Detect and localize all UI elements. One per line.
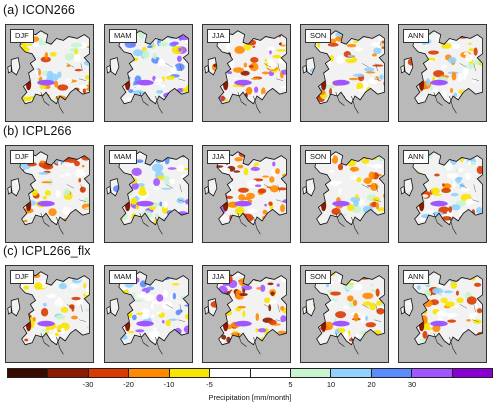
row-title: (c) ICPL266_flx: [3, 244, 91, 258]
map-panel: ANN: [398, 265, 487, 363]
map-panel: SON: [300, 145, 389, 243]
row-title: (b) ICPL266: [3, 124, 72, 138]
map-panel: DJF: [5, 265, 94, 363]
season-label: JJA: [207, 270, 230, 284]
season-label: SON: [305, 270, 332, 284]
colorbar-tick-label: 30: [407, 380, 417, 389]
season-label: ANN: [403, 150, 429, 164]
season-label: SON: [305, 29, 332, 43]
colorbar-segment: [210, 369, 251, 377]
season-label: JJA: [207, 150, 230, 164]
colorbar-segment: [48, 369, 89, 377]
europe-map: [400, 30, 483, 114]
colorbar-segment: [412, 369, 453, 377]
season-label: ANN: [403, 270, 429, 284]
colorbar-segment: [169, 369, 211, 377]
colorbar-ticks: -30 -20 -10 -5 5 10 20 30: [0, 380, 500, 390]
colorbar-tick-label: 10: [326, 380, 336, 389]
season-label: DJF: [10, 150, 34, 164]
row-title: (a) ICON266: [3, 3, 75, 17]
colorbar-tick-label: -10: [163, 380, 175, 389]
map-panel: DJF: [5, 145, 94, 243]
colorbar-segment: [8, 369, 49, 377]
season-label: SON: [305, 150, 332, 164]
europe-map: [204, 30, 287, 114]
colorbar-tick-label: -30: [82, 380, 94, 389]
colorbar-tick-label: -5: [206, 380, 213, 389]
map-panel: MAM: [104, 145, 193, 243]
map-panel: DJF: [5, 24, 94, 122]
season-label: MAM: [109, 270, 137, 284]
colorbar-segment: [250, 369, 291, 377]
colorbar: [7, 368, 493, 378]
europe-map: [7, 271, 90, 355]
map-panel: JJA: [202, 24, 291, 122]
colorbar-tick-label: 20: [367, 380, 376, 389]
colorbar-segment: [452, 369, 493, 377]
map-panel: JJA: [202, 145, 291, 243]
colorbar-label: Precipitation [mm/month]: [208, 393, 292, 402]
colorbar-tick-label: 5: [288, 380, 293, 389]
season-label: MAM: [109, 150, 137, 164]
map-panel: ANN: [398, 145, 487, 243]
season-label: MAM: [109, 29, 137, 43]
season-label: DJF: [10, 270, 34, 284]
map-panel: JJA: [202, 265, 291, 363]
map-panel: SON: [300, 24, 389, 122]
season-label: DJF: [10, 29, 34, 43]
map-panel: MAM: [104, 265, 193, 363]
season-label: JJA: [207, 29, 230, 43]
colorbar-segment: [88, 369, 130, 377]
map-panel: ANN: [398, 24, 487, 122]
colorbar-segment: [129, 369, 170, 377]
colorbar-segment: [290, 369, 332, 377]
season-label: ANN: [403, 29, 429, 43]
colorbar-segment: [331, 369, 372, 377]
map-panel: MAM: [104, 24, 193, 122]
colorbar-tick-label: -20: [123, 380, 134, 389]
map-panel: SON: [300, 265, 389, 363]
colorbar-segment: [371, 369, 413, 377]
